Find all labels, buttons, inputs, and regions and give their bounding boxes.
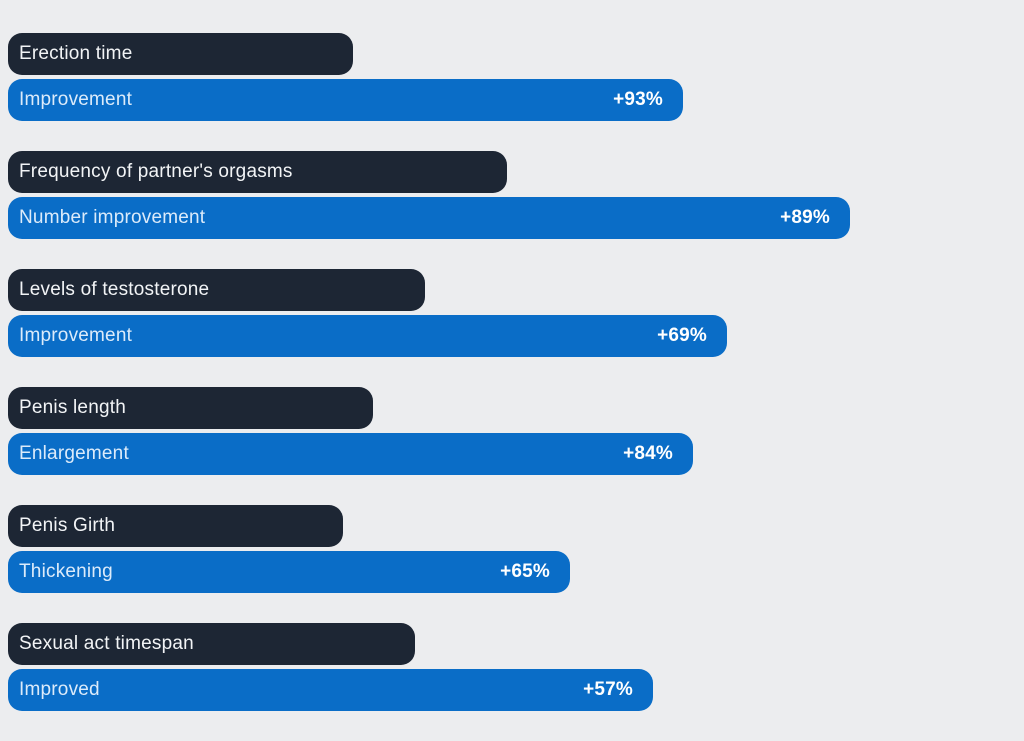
chart-row: Frequency of partner's orgasms Number im… xyxy=(8,151,1024,239)
value-label: +89% xyxy=(780,207,830,228)
category-pill: Frequency of partner's orgasms xyxy=(8,151,507,193)
value-bar: Enlargement +84% xyxy=(8,433,693,475)
metric-label: Improvement xyxy=(19,89,133,110)
metric-label: Improvement xyxy=(19,325,133,346)
metric-label: Thickening xyxy=(19,561,113,582)
value-label: +84% xyxy=(623,443,673,464)
metric-label: Number improvement xyxy=(19,207,206,228)
bar-chart: Erection time Improvement +93% Frequency… xyxy=(8,33,1024,741)
category-pill: Penis length xyxy=(8,387,373,429)
chart-row: Penis length Enlargement +84% xyxy=(8,387,1024,475)
category-pill: Erection time xyxy=(8,33,353,75)
category-label: Penis length xyxy=(19,397,126,418)
value-bar: Number improvement +89% xyxy=(8,197,850,239)
category-pill: Penis Girth xyxy=(8,505,343,547)
category-label: Sexual act timespan xyxy=(19,633,194,654)
value-bar: Thickening +65% xyxy=(8,551,570,593)
category-label: Penis Girth xyxy=(19,515,116,536)
value-label: +65% xyxy=(500,561,550,582)
category-label: Frequency of partner's orgasms xyxy=(19,161,293,182)
value-bar: Improved +57% xyxy=(8,669,653,711)
value-label: +69% xyxy=(657,325,707,346)
value-bar: Improvement +69% xyxy=(8,315,727,357)
value-label: +57% xyxy=(583,679,633,700)
metric-label: Improved xyxy=(19,679,100,700)
metric-label: Enlargement xyxy=(19,443,129,464)
category-pill: Sexual act timespan xyxy=(8,623,415,665)
value-bar: Improvement +93% xyxy=(8,79,683,121)
chart-row: Penis Girth Thickening +65% xyxy=(8,505,1024,593)
chart-row: Levels of testosterone Improvement +69% xyxy=(8,269,1024,357)
category-label: Levels of testosterone xyxy=(19,279,210,300)
chart-row: Erection time Improvement +93% xyxy=(8,33,1024,121)
value-label: +93% xyxy=(613,89,663,110)
category-label: Erection time xyxy=(19,43,133,64)
chart-row: Sexual act timespan Improved +57% xyxy=(8,623,1024,711)
category-pill: Levels of testosterone xyxy=(8,269,425,311)
